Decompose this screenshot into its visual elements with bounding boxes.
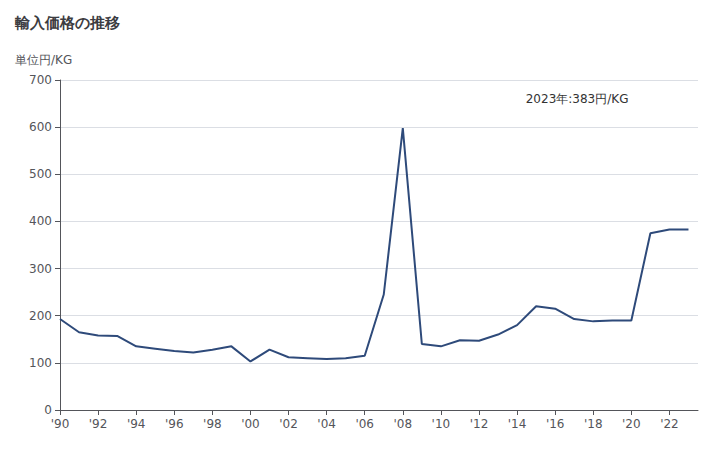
svg-text:'10: '10: [432, 417, 451, 431]
svg-text:'92: '92: [89, 417, 108, 431]
svg-text:'12: '12: [470, 417, 489, 431]
svg-text:'04: '04: [317, 417, 336, 431]
svg-text:2023年:383円/KG: 2023年:383円/KG: [526, 92, 629, 106]
svg-text:100: 100: [29, 356, 52, 370]
svg-text:'06: '06: [355, 417, 374, 431]
svg-text:'18: '18: [584, 417, 603, 431]
svg-text:200: 200: [29, 309, 52, 323]
svg-text:単位円/KG: 単位円/KG: [15, 53, 72, 67]
svg-text:'22: '22: [660, 417, 679, 431]
svg-text:'94: '94: [127, 417, 146, 431]
svg-text:'96: '96: [165, 417, 184, 431]
svg-text:'00: '00: [241, 417, 260, 431]
svg-text:400: 400: [29, 214, 52, 228]
svg-text:0: 0: [44, 403, 52, 417]
svg-text:700: 700: [29, 73, 52, 87]
svg-text:'02: '02: [279, 417, 298, 431]
svg-text:'08: '08: [394, 417, 413, 431]
svg-text:300: 300: [29, 262, 52, 276]
svg-text:500: 500: [29, 167, 52, 181]
svg-text:'16: '16: [546, 417, 565, 431]
svg-text:'90: '90: [51, 417, 70, 431]
svg-text:'98: '98: [203, 417, 222, 431]
svg-text:600: 600: [29, 120, 52, 134]
svg-text:'20: '20: [622, 417, 641, 431]
svg-text:輸入価格の推移: 輸入価格の推移: [14, 14, 120, 32]
svg-text:'14: '14: [508, 417, 527, 431]
